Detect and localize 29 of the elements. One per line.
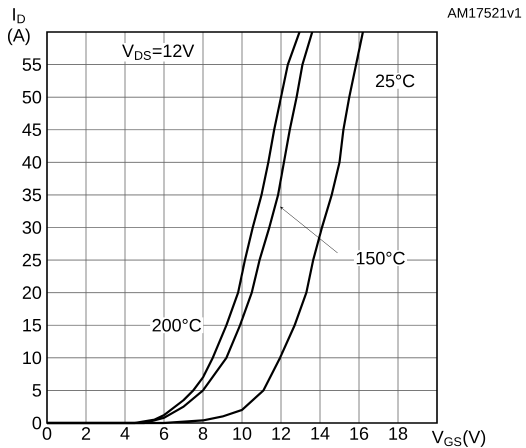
series-label: 200°C xyxy=(152,318,202,332)
y-tick-label: 15 xyxy=(23,318,42,332)
y-tick-label: 5 xyxy=(32,384,42,397)
y-tick-label: 45 xyxy=(22,123,42,136)
x-tick-label: 10 xyxy=(233,427,252,440)
x-tick-label: 8 xyxy=(198,427,208,440)
y-tick-label: 30 xyxy=(22,221,42,234)
x-tick-label: 14 xyxy=(311,427,330,440)
x-tick-label: 0 xyxy=(42,427,52,440)
x-tick-label: 12 xyxy=(272,427,290,440)
y-tick-label: 10 xyxy=(23,351,42,364)
x-tick-label: 6 xyxy=(160,427,168,440)
text: 150°C xyxy=(356,252,405,264)
series-label: 25°C xyxy=(376,74,414,88)
y-tick-label: 35 xyxy=(22,188,42,202)
y-tick-label: 20 xyxy=(22,286,42,300)
y-tick-label: 40 xyxy=(22,156,42,169)
y-tick-label: 50 xyxy=(22,90,42,104)
x-tick-label: 2 xyxy=(82,427,90,440)
y-axis-title: I$_{D}$ (A) xyxy=(8,8,30,46)
x-tick-label: 18 xyxy=(389,427,408,440)
x-tick-label: 4 xyxy=(120,427,130,440)
text: AM17521v1 xyxy=(447,8,522,18)
x-axis-title: V$_{GS}$(V) xyxy=(432,430,486,447)
y-tick-label: 0 xyxy=(32,416,42,430)
y-tick-label: 55 xyxy=(22,58,42,71)
y-tick-label: 25 xyxy=(22,254,42,266)
annotation: V$_{DS}$=12V xyxy=(122,44,194,60)
x-tick-label: 16 xyxy=(350,427,368,440)
